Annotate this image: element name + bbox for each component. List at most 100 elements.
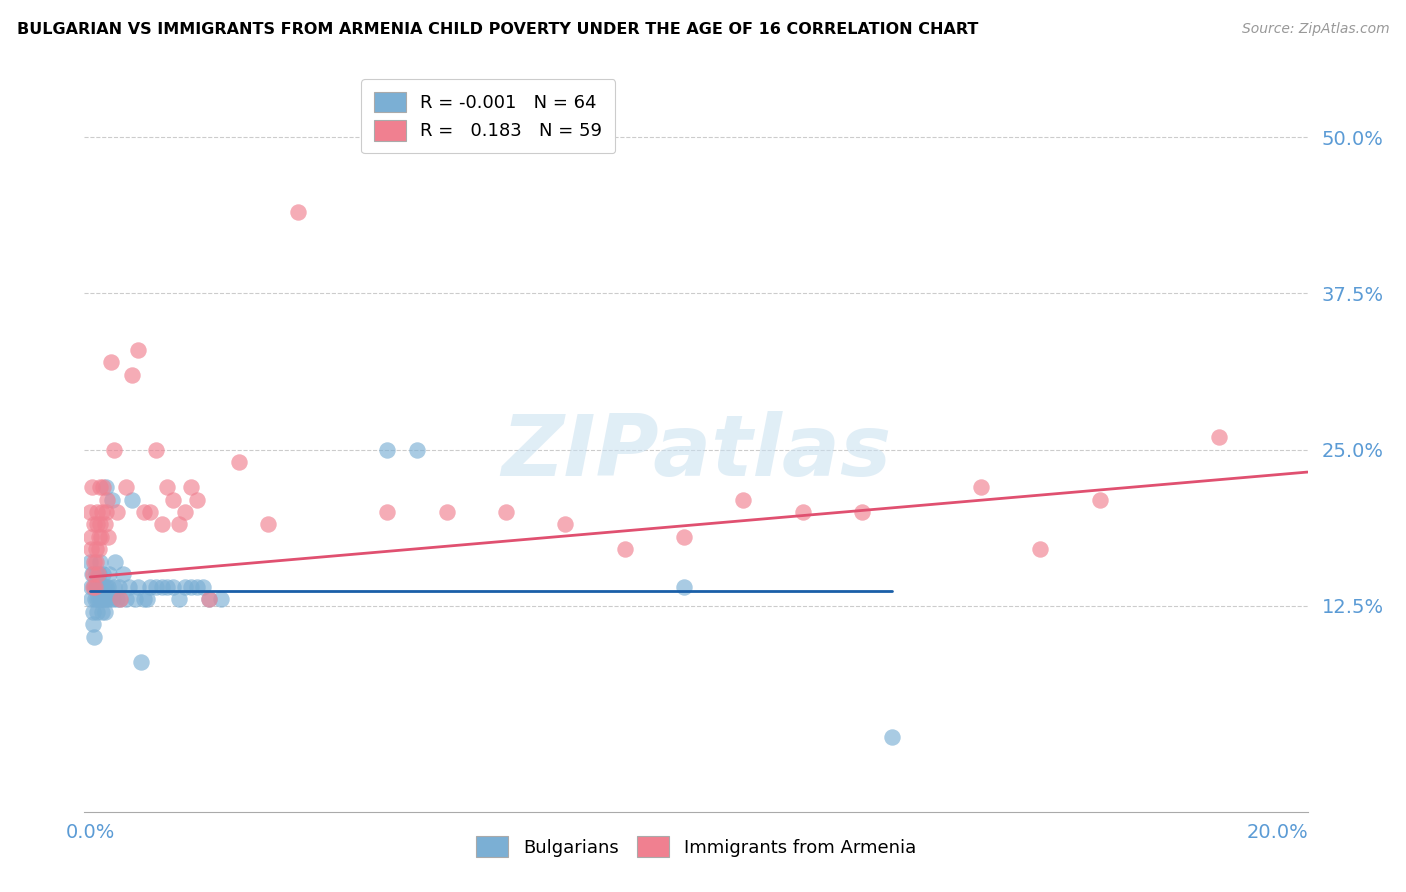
Point (180, 480, 202, 494)
Legend: Bulgarians, Immigrants from Armenia: Bulgarians, Immigrants from Armenia (467, 828, 925, 866)
Point (198, 592, 221, 607)
Point (375, 442, 398, 457)
Point (169, 517, 191, 532)
Point (186, 492, 208, 507)
Point (83, 517, 105, 532)
Point (79, 505, 101, 519)
Point (145, 580, 167, 594)
Point (1029, 542, 1052, 557)
Point (97, 530, 120, 544)
Point (100, 355, 122, 369)
Point (156, 480, 179, 494)
Point (91, 567, 114, 582)
Point (257, 517, 280, 532)
Point (93, 592, 115, 607)
Point (84, 555, 107, 569)
Point (100, 492, 122, 507)
Point (162, 492, 184, 507)
Point (80, 542, 103, 557)
Point (209, 592, 232, 607)
Point (613, 542, 636, 557)
Point (162, 580, 184, 594)
Point (96, 492, 118, 507)
Point (87, 580, 110, 594)
Point (406, 442, 429, 457)
Point (86, 605, 108, 619)
Point (101, 592, 124, 607)
Point (733, 492, 755, 507)
Point (87, 567, 110, 582)
Point (80, 567, 103, 582)
Point (1208, 430, 1230, 444)
Point (93, 517, 115, 532)
Point (96, 580, 118, 594)
Point (103, 580, 125, 594)
Point (174, 505, 197, 519)
Point (375, 505, 398, 519)
Point (89, 530, 111, 544)
Point (138, 505, 160, 519)
Point (124, 592, 146, 607)
Point (86, 505, 108, 519)
Point (80, 580, 103, 594)
Point (80, 530, 103, 544)
Point (87, 592, 110, 607)
Point (80, 480, 103, 494)
Point (673, 530, 696, 544)
Point (198, 592, 221, 607)
Point (86, 592, 108, 607)
Point (90, 605, 112, 619)
Y-axis label: Child Poverty Under the Age of 16: Child Poverty Under the Age of 16 (0, 295, 8, 579)
Point (132, 592, 155, 607)
Point (121, 368, 143, 382)
Point (96, 592, 118, 607)
Point (89, 580, 111, 594)
Point (107, 580, 129, 594)
Point (94, 480, 117, 494)
Point (115, 480, 138, 494)
Point (150, 517, 173, 532)
Point (129, 655, 152, 669)
Point (97, 580, 120, 594)
Point (91, 580, 114, 594)
Point (83, 630, 105, 644)
Point (105, 592, 128, 607)
Point (436, 505, 458, 519)
Text: ZIPatlas: ZIPatlas (501, 410, 891, 493)
Point (180, 580, 202, 594)
Point (191, 580, 214, 594)
Point (89, 567, 111, 582)
Point (82, 617, 104, 632)
Point (80, 592, 103, 607)
Point (84, 580, 107, 594)
Point (87, 542, 110, 557)
Point (82, 605, 104, 619)
Point (135, 592, 157, 607)
Point (84, 580, 107, 594)
Point (84, 542, 107, 557)
Point (89, 517, 111, 532)
Point (111, 567, 134, 582)
Point (98, 567, 121, 582)
Point (138, 580, 160, 594)
Point (83, 580, 105, 594)
Point (851, 505, 873, 519)
Point (84, 567, 107, 582)
Point (554, 517, 576, 532)
Point (86, 517, 108, 532)
Point (84, 592, 107, 607)
Point (495, 505, 517, 519)
Point (83, 555, 105, 569)
Point (118, 580, 141, 594)
Point (792, 505, 814, 519)
Point (108, 592, 131, 607)
Point (108, 592, 131, 607)
Point (169, 592, 191, 607)
Point (127, 343, 149, 357)
Point (970, 480, 993, 494)
Point (93, 480, 115, 494)
Point (91, 505, 114, 519)
Point (93, 605, 115, 619)
Point (150, 580, 173, 594)
Point (100, 592, 122, 607)
